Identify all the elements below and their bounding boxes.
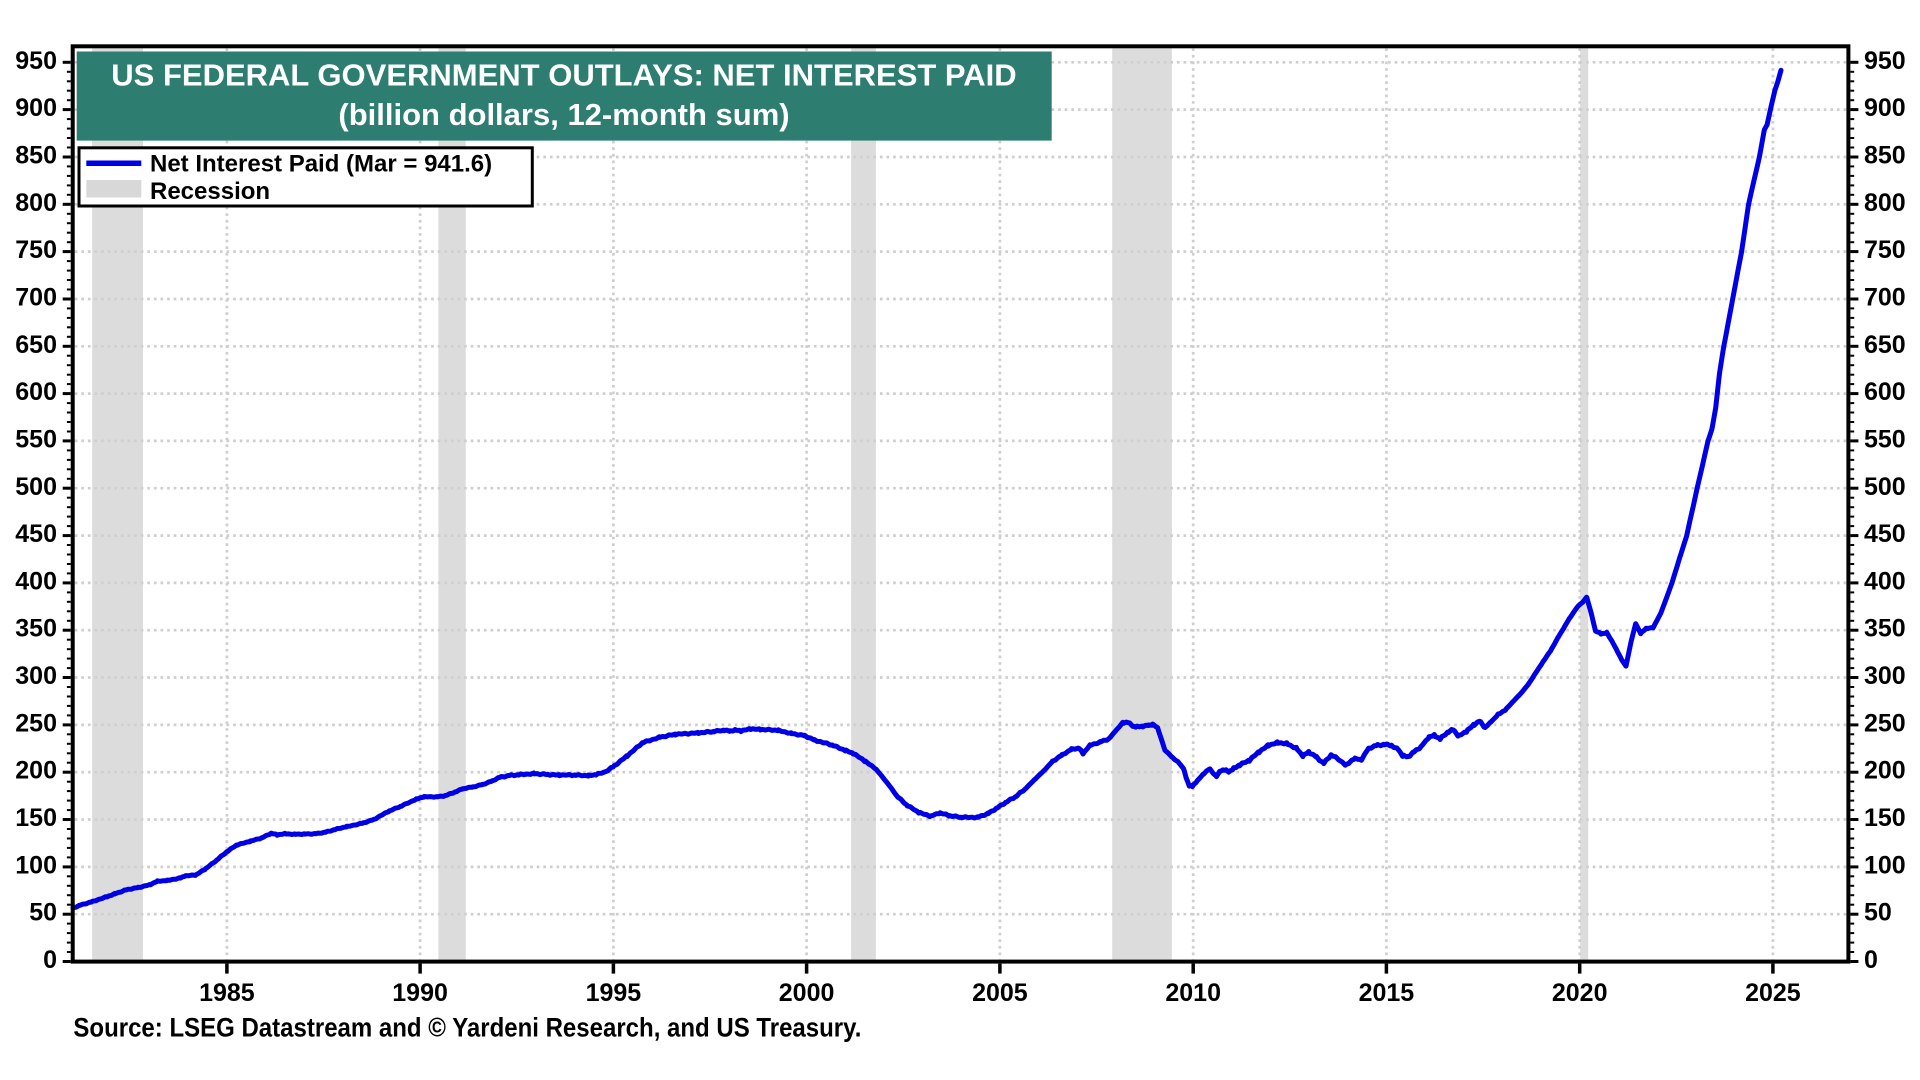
svg-text:950: 950 xyxy=(15,47,57,75)
svg-text:800: 800 xyxy=(15,189,57,217)
svg-text:600: 600 xyxy=(1864,378,1906,406)
svg-text:400: 400 xyxy=(1864,567,1906,595)
svg-text:850: 850 xyxy=(1864,142,1906,170)
svg-text:350: 350 xyxy=(15,615,57,643)
svg-text:400: 400 xyxy=(15,567,57,595)
svg-text:650: 650 xyxy=(1864,331,1906,359)
svg-text:900: 900 xyxy=(1864,94,1906,122)
svg-text:2010: 2010 xyxy=(1165,979,1221,1007)
svg-text:550: 550 xyxy=(15,425,57,453)
svg-text:1990: 1990 xyxy=(392,979,448,1007)
svg-text:450: 450 xyxy=(1864,520,1906,548)
svg-text:(billion dollars, 12-month sum: (billion dollars, 12-month sum) xyxy=(338,97,789,132)
svg-text:Net Interest Paid (Mar = 941.6: Net Interest Paid (Mar = 941.6) xyxy=(150,150,492,177)
svg-text:250: 250 xyxy=(15,709,57,737)
svg-text:100: 100 xyxy=(15,851,57,879)
svg-text:650: 650 xyxy=(15,331,57,359)
svg-text:350: 350 xyxy=(1864,615,1906,643)
svg-text:450: 450 xyxy=(15,520,57,548)
svg-text:50: 50 xyxy=(29,899,57,927)
svg-text:Source: LSEG Datastream and ©: Source: LSEG Datastream and © Yardeni Re… xyxy=(73,1012,861,1043)
svg-text:1985: 1985 xyxy=(199,979,255,1007)
svg-text:550: 550 xyxy=(1864,425,1906,453)
svg-text:950: 950 xyxy=(1864,47,1906,75)
svg-text:100: 100 xyxy=(1864,851,1906,879)
svg-text:50: 50 xyxy=(1864,899,1892,927)
svg-text:800: 800 xyxy=(1864,189,1906,217)
svg-text:2025: 2025 xyxy=(1745,979,1801,1007)
svg-text:300: 300 xyxy=(15,662,57,690)
svg-text:2005: 2005 xyxy=(972,979,1028,1007)
svg-text:500: 500 xyxy=(1864,473,1906,501)
svg-text:850: 850 xyxy=(15,142,57,170)
svg-text:200: 200 xyxy=(1864,757,1906,785)
svg-text:700: 700 xyxy=(1864,284,1906,312)
svg-text:US FEDERAL GOVERNMENT OUTLAYS:: US FEDERAL GOVERNMENT OUTLAYS: NET INTER… xyxy=(111,57,1016,92)
svg-text:2015: 2015 xyxy=(1359,979,1415,1007)
svg-text:900: 900 xyxy=(15,94,57,122)
svg-text:150: 150 xyxy=(15,804,57,832)
svg-text:750: 750 xyxy=(1864,236,1906,264)
svg-text:2000: 2000 xyxy=(779,979,835,1007)
svg-text:0: 0 xyxy=(43,946,57,974)
svg-text:150: 150 xyxy=(1864,804,1906,832)
svg-text:250: 250 xyxy=(1864,709,1906,737)
svg-text:Recession: Recession xyxy=(150,178,270,205)
svg-text:0: 0 xyxy=(1864,946,1878,974)
svg-text:2020: 2020 xyxy=(1552,979,1608,1007)
svg-text:500: 500 xyxy=(15,473,57,501)
svg-text:1995: 1995 xyxy=(586,979,642,1007)
svg-text:700: 700 xyxy=(15,284,57,312)
svg-text:750: 750 xyxy=(15,236,57,264)
svg-text:300: 300 xyxy=(1864,662,1906,690)
svg-text:600: 600 xyxy=(15,378,57,406)
svg-text:200: 200 xyxy=(15,757,57,785)
